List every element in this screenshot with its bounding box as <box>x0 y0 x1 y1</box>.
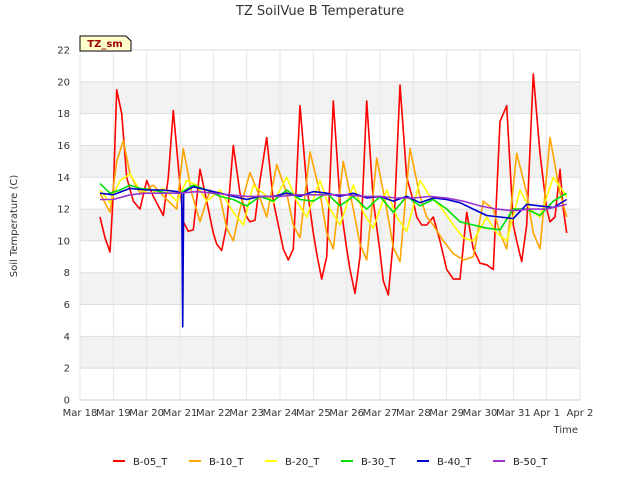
x-tick-label: Mar 23 <box>229 408 264 419</box>
x-tick-label: Mar 18 <box>63 408 98 419</box>
tag-badge: TZ_sm <box>79 35 132 52</box>
legend-label: B-20_T <box>285 457 320 468</box>
y-tick-label: 14 <box>57 173 70 184</box>
series-line-b-05-t <box>99 73 568 296</box>
legend-item-b-05-t: B-05_T <box>113 457 168 468</box>
x-tick-label: Mar 30 <box>463 408 498 419</box>
legend-item-b-20-t: B-20_T <box>265 457 320 468</box>
legend-label: B-30_T <box>361 457 396 468</box>
y-tick-label: 18 <box>57 109 70 120</box>
legend: B-05_T B-10_T B-20_T B-30_T B-40_T B-50_T <box>113 457 548 468</box>
x-tick-label: Mar 25 <box>296 408 331 419</box>
plot-background <box>80 50 580 400</box>
legend-item-b-50-t: B-50_T <box>493 457 548 468</box>
x-tick-label: Mar 31 <box>496 408 531 419</box>
legend-item-b-10-t: B-10_T <box>189 457 244 468</box>
grid-band <box>80 209 580 241</box>
x-tick-label: Mar 29 <box>429 408 464 419</box>
x-axis-label: Time <box>553 425 578 436</box>
y-tick-label: 22 <box>57 46 70 57</box>
x-tick-label: Mar 20 <box>129 408 164 419</box>
legend-label: B-05_T <box>133 457 168 468</box>
legend-label: B-10_T <box>209 457 244 468</box>
y-tick-label: 2 <box>64 364 70 375</box>
series-layer <box>99 73 568 328</box>
x-tick-label: Mar 26 <box>329 408 364 419</box>
y-tick-label: 0 <box>64 396 70 407</box>
legend-item-b-30-t: B-30_T <box>341 457 396 468</box>
legend-item-b-40-t: B-40_T <box>417 457 472 468</box>
y-axis: 0 2 4 6 8 10 12 14 16 18 20 22 <box>57 46 70 407</box>
x-tick-label: Mar 27 <box>363 408 398 419</box>
series-line-b-20-t <box>99 173 568 242</box>
chart-title: TZ SoilVue B Temperature <box>235 4 404 19</box>
y-tick-label: 16 <box>57 141 70 152</box>
y-tick-label: 10 <box>57 236 70 247</box>
grid-band <box>80 336 580 369</box>
series-line-b-50-t <box>100 190 567 212</box>
grid <box>79 49 581 401</box>
x-tick-label: Apr 1 <box>533 408 560 419</box>
legend-label: B-40_T <box>437 457 472 468</box>
x-tick-label: Mar 28 <box>396 408 431 419</box>
grid-band <box>80 272 580 305</box>
grid-band <box>80 81 580 114</box>
x-tick-label: Apr 2 <box>567 408 594 419</box>
legend-label: B-50_T <box>513 457 548 468</box>
y-tick-label: 8 <box>64 268 70 279</box>
y-tick-label: 20 <box>57 77 70 88</box>
x-tick-label: Mar 21 <box>163 408 198 419</box>
y-axis-label: Soil Temperature (C) <box>9 175 20 278</box>
tag-label: TZ_sm <box>87 39 122 50</box>
x-tick-label: Mar 24 <box>263 408 298 419</box>
y-tick-label: 4 <box>64 332 70 343</box>
y-tick-label: 6 <box>64 300 70 311</box>
x-tick-label: Mar 19 <box>96 408 131 419</box>
x-tick-label: Mar 22 <box>196 408 231 419</box>
y-tick-label: 12 <box>57 205 70 216</box>
series-line-b-40-t <box>99 186 568 328</box>
